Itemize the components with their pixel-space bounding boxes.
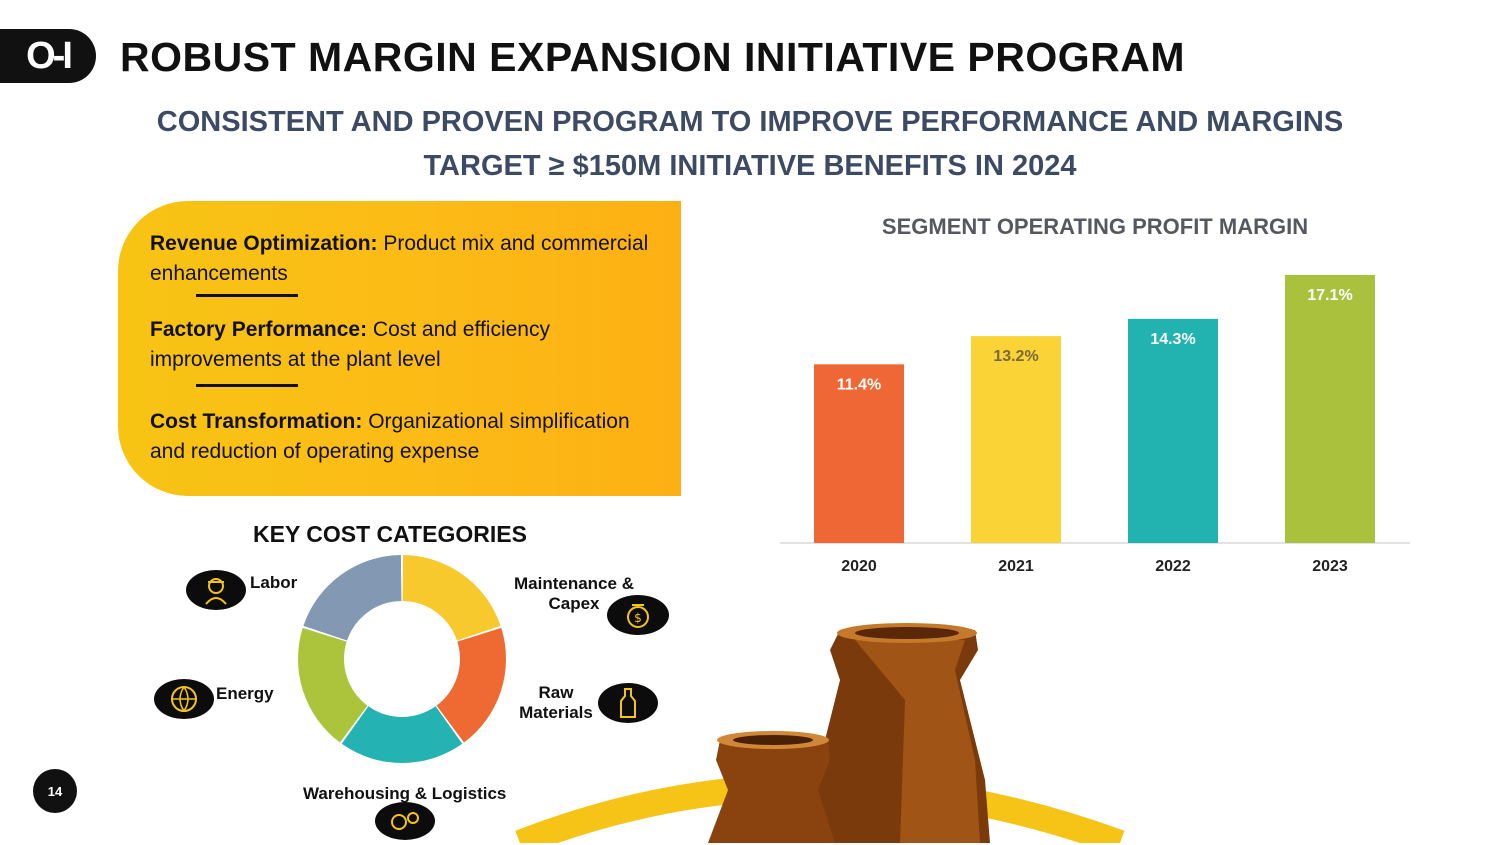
subtitle-line-2: TARGET ≥ $150M INITIATIVE BENEFITS IN 20…	[423, 150, 1077, 182]
small-bottle-image	[708, 731, 835, 843]
bar-2022	[1128, 318, 1218, 543]
donut-segment-4	[303, 555, 402, 641]
tick-label-2021: 2021	[998, 558, 1034, 575]
data-label-2023: 17.1%	[1307, 287, 1352, 304]
cost-categories-title: KEY COST CATEGORIES	[253, 521, 527, 547]
label-maintenance: Maintenance & Capex	[514, 574, 634, 613]
tick-label-2023: 2023	[1312, 558, 1348, 575]
bar-2021	[971, 336, 1061, 543]
bar-2020	[814, 364, 904, 543]
initiative-factory: Factory Performance: Cost and efficiency…	[150, 315, 670, 375]
donut-segment-0	[402, 555, 501, 641]
donut-segment-3	[298, 627, 368, 743]
initiatives-panel: Revenue Optimization: Product mix and co…	[118, 201, 681, 496]
company-logo: O-I	[0, 29, 96, 83]
bottle-image	[815, 623, 990, 843]
data-label-2020: 11.4%	[837, 376, 881, 393]
initiative-revenue: Revenue Optimization: Product mix and co…	[150, 229, 670, 289]
initiative-text: Cost and efficiency improvements at the …	[150, 318, 550, 371]
label-labor: Labor	[250, 573, 298, 592]
page-number: 14	[33, 769, 77, 813]
cost-categories-donut	[298, 555, 506, 763]
label-warehousing: Warehousing & Logistics	[303, 784, 507, 803]
subtitle-line-1: CONSISTENT AND PROVEN PROGRAM TO IMPROVE…	[156, 106, 1344, 138]
label-energy: Energy	[216, 684, 274, 703]
label-raw-materials: Raw Materials	[519, 683, 593, 722]
tick-label-2022: 2022	[1155, 558, 1191, 575]
profit-margin-chart: SEGMENT OPERATING PROFIT MARGIN 11.4% 202…	[780, 214, 1410, 575]
initiative-label: Revenue Optimization:	[150, 232, 378, 255]
tick-label-2020: 2020	[841, 558, 877, 575]
donut-segment-2	[341, 706, 463, 763]
initiative-label: Factory Performance:	[150, 318, 368, 341]
initiative-cost: Cost Transformation: Organizational simp…	[150, 407, 670, 467]
donut-segment-1	[436, 627, 506, 743]
divider	[196, 294, 298, 297]
initiative-text: Product mix and commercial enhancements	[150, 232, 649, 285]
initiative-label: Cost Transformation:	[150, 410, 363, 433]
bottle-icon	[598, 683, 658, 723]
chart-title: SEGMENT OPERATING PROFIT MARGIN	[882, 214, 1308, 239]
data-label-2021: 13.2%	[993, 348, 1038, 365]
initiative-text: Organizational simplification and reduct…	[150, 410, 630, 463]
divider	[196, 384, 298, 387]
money-bag-icon: $	[607, 595, 669, 635]
bar-2023	[1285, 275, 1375, 543]
svg-text:$: $	[634, 611, 642, 625]
globe-icon	[154, 679, 214, 719]
data-label-2022: 14.3%	[1150, 331, 1195, 348]
worker-icon	[186, 570, 246, 610]
gears-icon	[375, 802, 435, 840]
page-title: ROBUST MARGIN EXPANSION INITIATIVE PROGR…	[120, 34, 1186, 80]
